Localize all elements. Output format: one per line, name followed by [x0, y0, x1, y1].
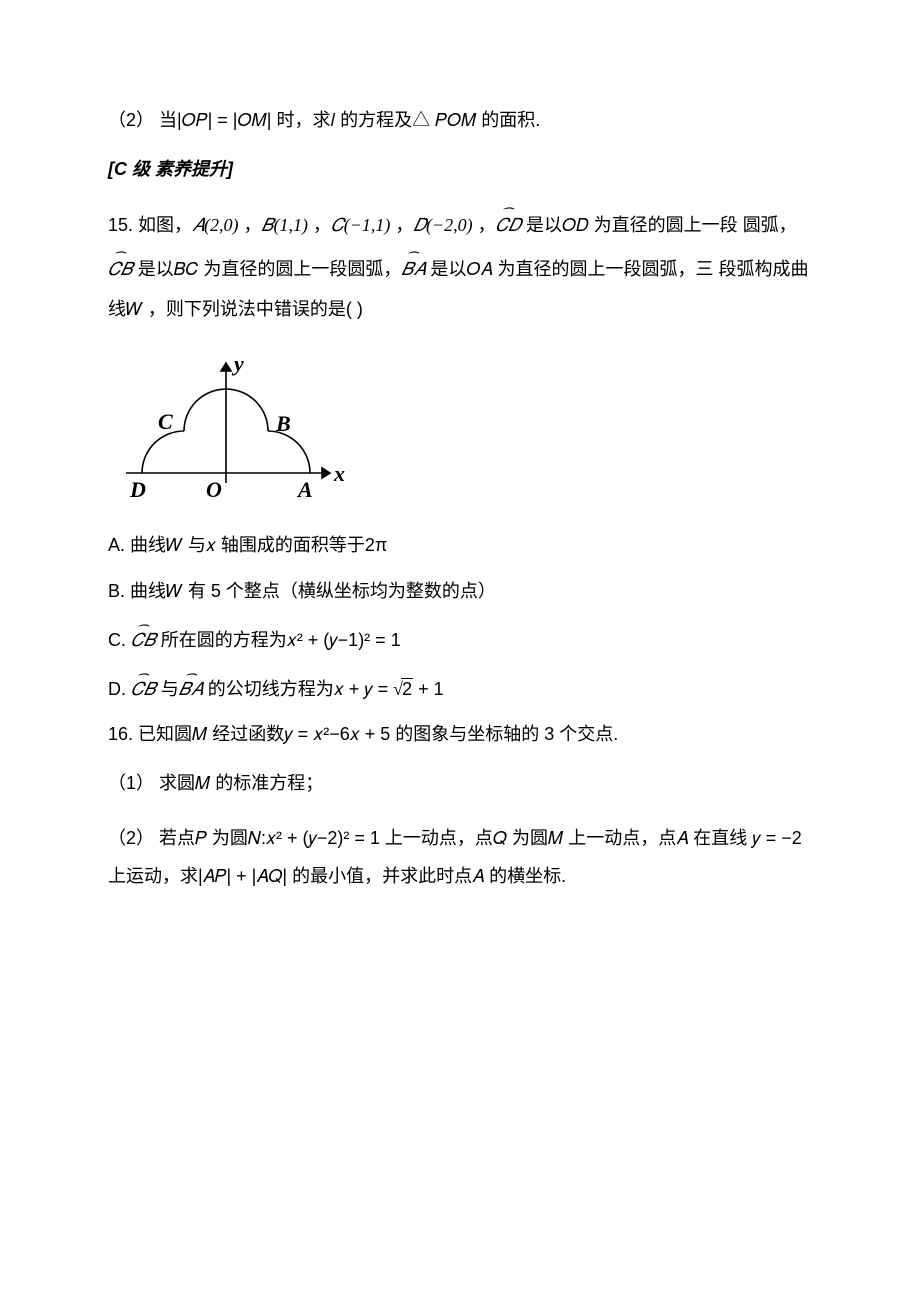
fig-label-D: D: [129, 477, 146, 502]
q15-sep1: ，: [239, 215, 262, 235]
q15-figure: y x C B D O A: [118, 353, 812, 515]
q15-l1-post: 是以𝑂𝐷 为直径的圆上一段: [521, 215, 738, 235]
q15-l2-pre: 圆弧，: [743, 215, 797, 235]
q14-part2: （2） 当|𝑂𝑃| = |𝑂𝑀| 时，求𝑙 的方程及△ 𝑃𝑂𝑀 的面积.: [108, 108, 812, 133]
q15-optD-arc2: 𝐵𝐴: [179, 673, 203, 702]
q15-optD: D. 𝐶𝐵 与𝐵𝐴 的公切线方程为𝑥 + 𝑦 = 2 + 1: [108, 673, 812, 702]
q15-arc-CB: 𝐶𝐵: [108, 246, 133, 290]
q15-optC-arc: 𝐶𝐵: [131, 624, 156, 653]
q15-optD-pre: D.: [108, 679, 131, 699]
q15-C: 𝐶(−1,1): [331, 215, 390, 235]
q16-stem: 16. 已知圆𝑀 经过函数𝑦 = 𝑥²−6𝑥 + 5 的图象与坐标轴的 3 个交…: [108, 722, 812, 747]
q15-optD-arc1: 𝐶𝐵: [131, 673, 156, 702]
q15-stem: 15. 如图，𝐴(2,0) ，𝐵(1,1) ，𝐶(−1,1) ，𝐷(−2,0) …: [108, 202, 812, 329]
q15-l1-pre: 如图，: [133, 215, 192, 235]
q15-num: 15.: [108, 215, 133, 235]
fig-label-C: C: [158, 409, 173, 434]
q16-p2a: （2） 若点𝑃 为圆𝑁:𝑥² + (𝑦−2)² = 1 上一动点，点𝑄 为圆𝑀 …: [108, 828, 747, 848]
q15-A: 𝐴(2,0): [192, 215, 238, 235]
section-c-title: [C 级 素养提升]: [108, 157, 812, 182]
q15-optA: A. 曲线𝑊 与𝑥 轴围成的面积等于2π: [108, 533, 812, 558]
q16-p1: （1） 求圆𝑀 的标准方程；: [108, 771, 812, 796]
q15-arc-CD: 𝐶𝐷: [496, 202, 521, 246]
q16-p2: （2） 若点𝑃 为圆𝑁:𝑥² + (𝑦−2)² = 1 上一动点，点𝑄 为圆𝑀 …: [108, 820, 812, 896]
q15-optD-post1: 的公切线方程为𝑥 + 𝑦 =: [203, 679, 393, 699]
fig-label-O: O: [206, 477, 222, 502]
q15-optC: C. 𝐶𝐵 所在圆的方程为𝑥² + (𝑦−1)² = 1: [108, 624, 812, 653]
fig-label-B: B: [275, 411, 291, 436]
q15-sep3: ，: [390, 215, 413, 235]
q15-sep4: ，: [473, 215, 496, 235]
q15-optB: B. 曲线𝑊 有 5 个整点（横纵坐标均为整数的点）: [108, 579, 812, 604]
q15-D: 𝐷(−2,0): [413, 215, 472, 235]
q15-l2-post: 是以𝑂𝐴 为直径的圆上一段圆弧，三: [425, 259, 713, 279]
q15-optC-post: 所在圆的方程为𝑥² + (𝑦−1)² = 1: [156, 630, 401, 650]
q15-arc-BA: 𝐵𝐴: [401, 246, 425, 290]
fig-label-A: A: [296, 477, 313, 502]
q15-optC-pre: C.: [108, 630, 131, 650]
q15-optD-post2: + 1: [413, 679, 444, 699]
fig-label-x: x: [333, 461, 345, 486]
fig-label-y: y: [231, 353, 244, 376]
section-c-text: [C 级 素养提升]: [108, 159, 233, 179]
q15-sep2: ，: [308, 215, 331, 235]
q15-B: 𝐵(1,1): [262, 215, 308, 235]
q15-optD-mid: 与: [156, 679, 179, 699]
q15-optD-rad: 2: [401, 678, 413, 699]
q15-l2-mid: 是以𝐵𝐶 为直径的圆上一段圆弧，: [133, 259, 402, 279]
